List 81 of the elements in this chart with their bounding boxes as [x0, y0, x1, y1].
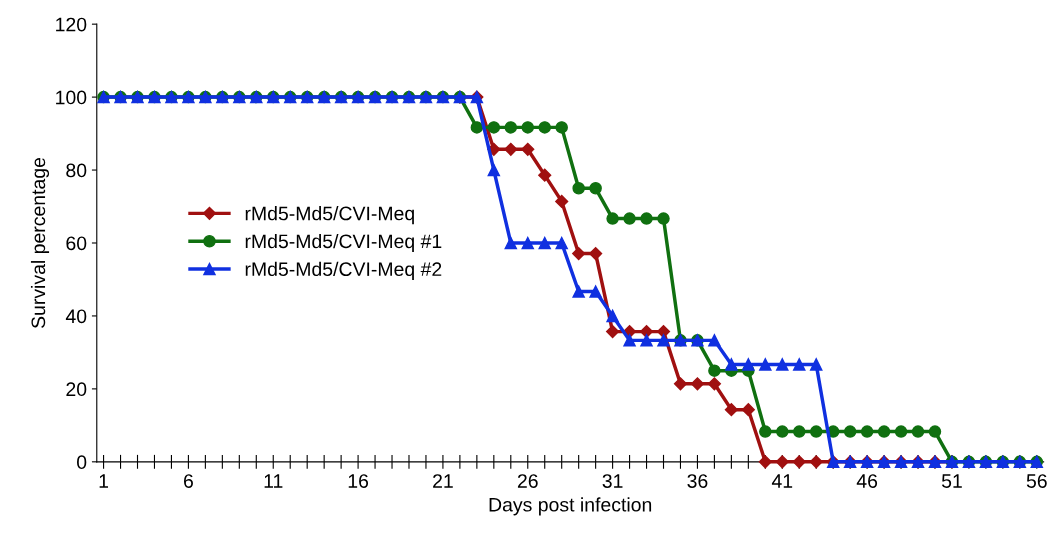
point — [504, 121, 518, 134]
point — [521, 121, 535, 134]
x-tick-label: 6 — [183, 474, 193, 488]
point — [741, 403, 755, 417]
point — [776, 425, 789, 438]
legend-label: rMd5-Md5/CVI-Meq #2 — [245, 261, 442, 280]
point — [657, 334, 670, 347]
point — [589, 246, 603, 261]
point — [809, 358, 823, 371]
point — [589, 182, 602, 195]
point — [792, 425, 806, 438]
x-tick-label: 36 — [687, 474, 708, 488]
point — [470, 121, 484, 134]
point — [860, 425, 874, 438]
y-tick-label: 40 — [65, 309, 87, 324]
y-tick-label: 80 — [66, 163, 87, 178]
y-tick-label: 0 — [77, 455, 87, 470]
point — [843, 425, 857, 438]
point — [487, 163, 501, 177]
point — [504, 236, 518, 250]
point — [572, 182, 585, 195]
point — [707, 377, 721, 391]
point — [606, 325, 620, 339]
x-tick-label: 31 — [602, 474, 623, 488]
point — [521, 236, 535, 250]
x-tick-label: 21 — [433, 474, 453, 488]
point — [673, 377, 688, 391]
point — [724, 403, 738, 417]
x-tick-label: 46 — [856, 474, 878, 488]
point — [555, 121, 568, 134]
point — [894, 425, 908, 438]
x-tick-label: 41 — [771, 474, 793, 488]
legend-label: rMd5-Md5/CVI-Meq — [245, 206, 414, 225]
y-tick-label: 60 — [66, 236, 87, 251]
point — [775, 455, 789, 469]
x-tick-label: 16 — [348, 474, 369, 488]
point — [809, 455, 823, 469]
point — [555, 236, 568, 250]
point — [521, 142, 535, 156]
point — [487, 121, 501, 134]
point — [572, 246, 586, 261]
x-tick-label: 56 — [1026, 474, 1047, 488]
point — [690, 377, 705, 391]
point — [708, 334, 721, 347]
y-axis-title: Survival percentage — [30, 157, 50, 329]
y-tick-label: 20 — [66, 382, 87, 397]
point — [928, 425, 942, 438]
point — [555, 194, 569, 209]
point — [911, 425, 925, 438]
point — [623, 334, 636, 347]
y-tick-label: 120 — [56, 17, 87, 32]
point — [708, 364, 721, 377]
point — [792, 455, 806, 469]
point — [623, 212, 636, 225]
point — [606, 212, 619, 225]
point — [572, 285, 585, 298]
point — [504, 142, 518, 156]
point — [877, 425, 891, 438]
point — [640, 334, 653, 347]
point — [759, 425, 772, 438]
x-tick-label: 1 — [99, 474, 109, 488]
point — [809, 425, 823, 438]
x-tick-label: 26 — [517, 474, 538, 488]
y-tick-label: 100 — [56, 90, 87, 105]
x-tick-label: 51 — [941, 474, 962, 488]
legend-label: rMd5-Md5/CVI-Meq #1 — [245, 233, 442, 253]
point — [538, 236, 551, 250]
point — [742, 358, 755, 371]
point — [538, 168, 552, 182]
point — [606, 309, 619, 323]
point — [758, 455, 772, 469]
point — [725, 358, 738, 371]
point — [589, 285, 602, 298]
x-axis-title: Days post infection — [489, 497, 652, 516]
point — [776, 358, 789, 371]
point — [640, 212, 653, 225]
point — [657, 212, 670, 225]
point — [759, 358, 772, 371]
x-tick-label: 11 — [264, 474, 283, 488]
point — [538, 121, 551, 134]
point — [792, 358, 806, 371]
